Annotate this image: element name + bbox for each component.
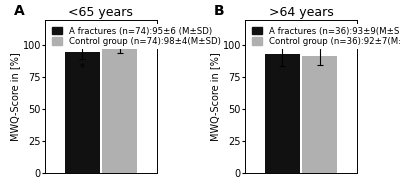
Text: A: A [14, 4, 24, 19]
Text: B: B [214, 4, 224, 19]
Title: <65 years: <65 years [68, 6, 133, 19]
Y-axis label: MWQ-Score in [%]: MWQ-Score in [%] [210, 52, 220, 141]
Title: >64 years: >64 years [268, 6, 333, 19]
Y-axis label: MWQ-Score in [%]: MWQ-Score in [%] [10, 52, 20, 141]
Bar [302, 56, 337, 174]
Bar [265, 54, 300, 174]
Text: *: * [80, 63, 85, 73]
Bar [102, 48, 137, 174]
Bar [65, 52, 100, 174]
Legend: A fractures (n=74):95±6 (M±SD), Control group (n=74):98±4(M±SD): A fractures (n=74):95±6 (M±SD), Control … [49, 24, 224, 49]
Legend: A fractures (n=36):93±9(M±SD), Control group (n=36):92±7(M±SD): A fractures (n=36):93±9(M±SD), Control g… [249, 24, 400, 49]
